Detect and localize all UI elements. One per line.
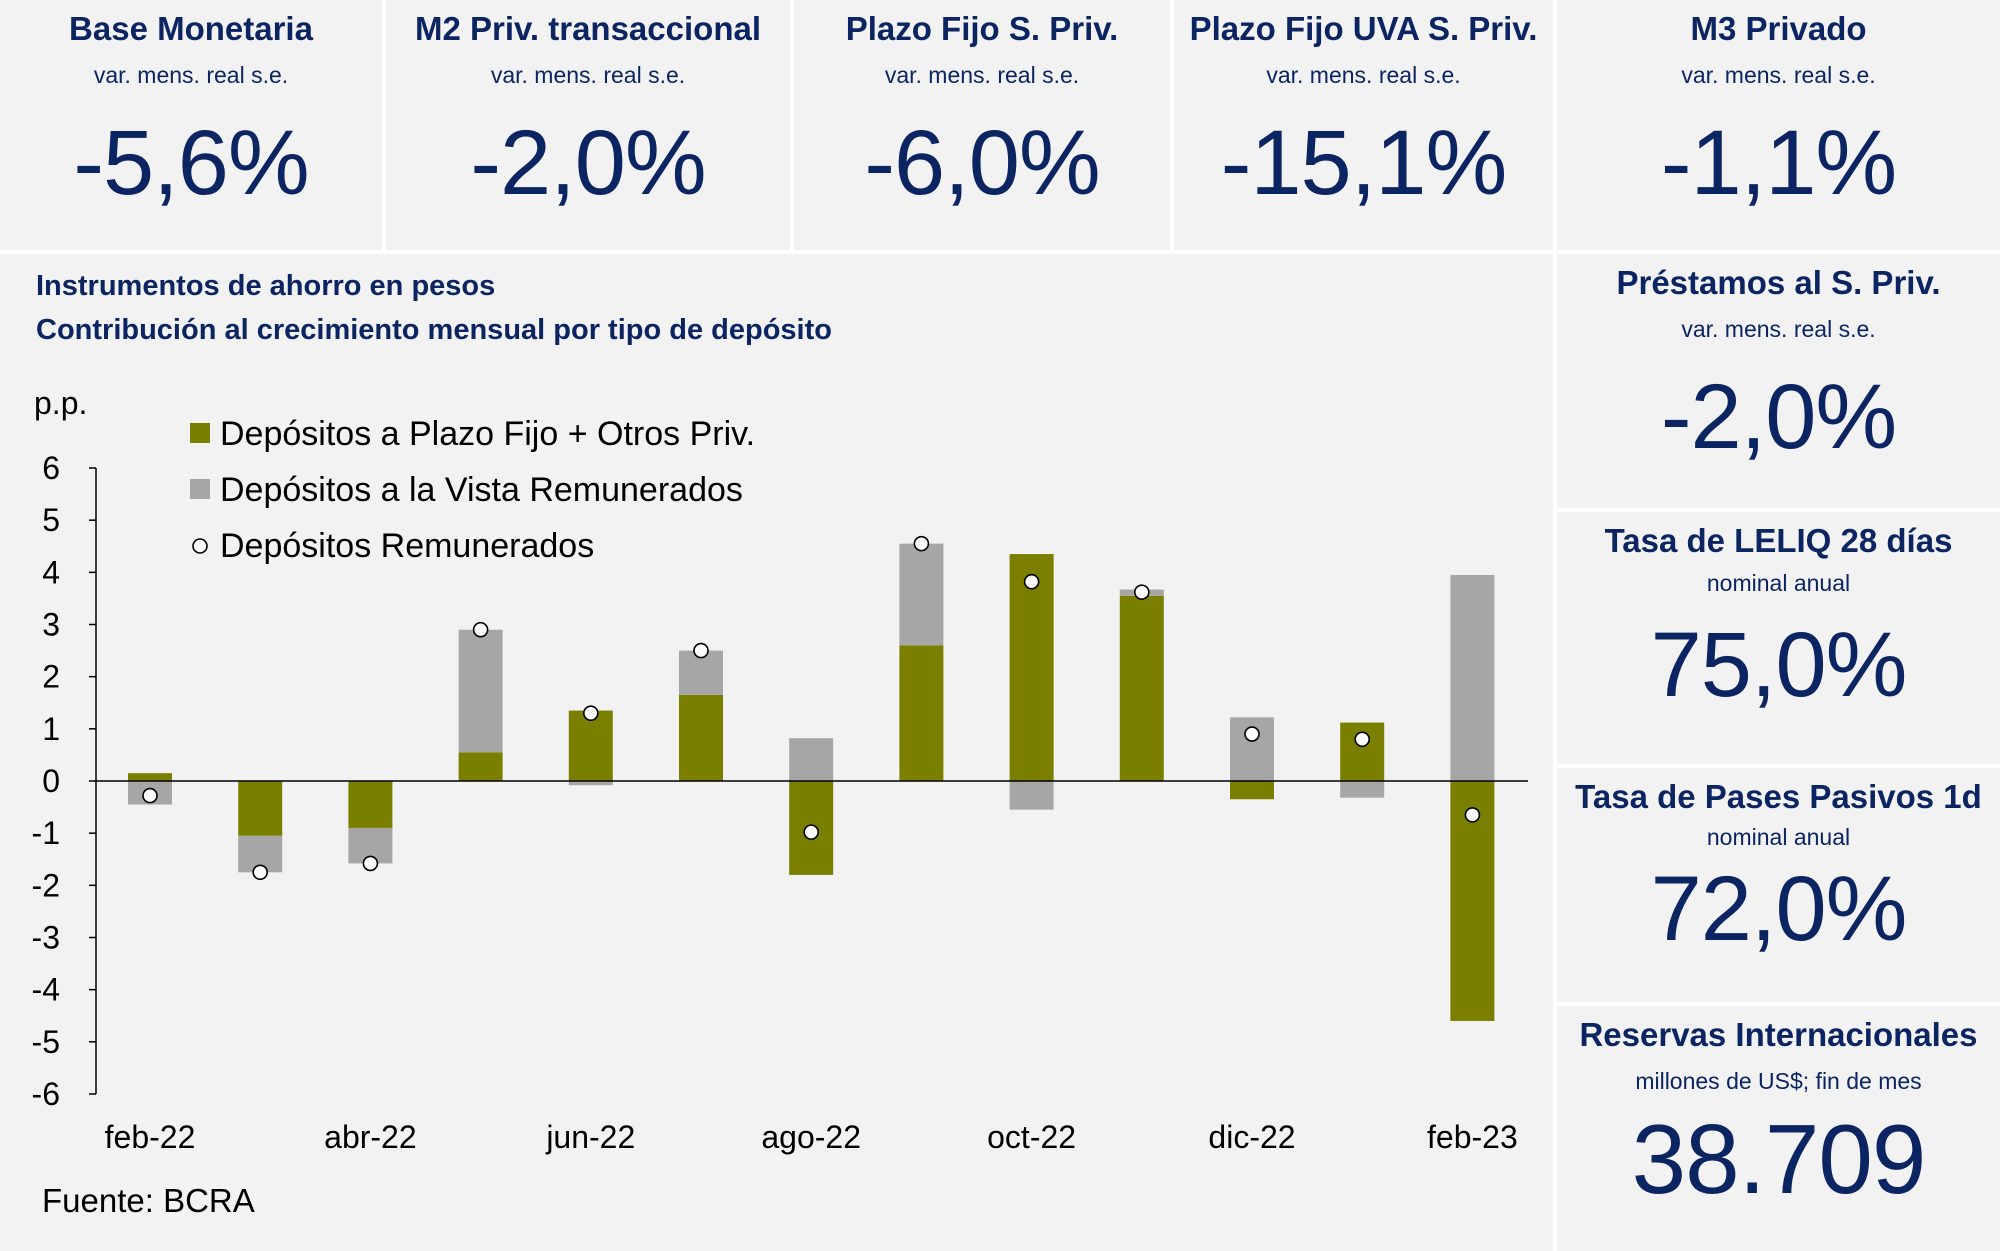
- stacked-bar-chart: p.p. 6 5 4 3 2 1 0 -1 -2 -3 -4 -5 -6 feb-22 abr-22 jun-2…: [32, 385, 1528, 1155]
- point-depositos-remunerados: [1354, 731, 1370, 748]
- y-tick-label: 6: [42, 450, 60, 486]
- kpi-base-monetaria: Base Monetaria var. mens. real s.e. -5,6…: [0, 0, 382, 250]
- y-tick-label: -2: [32, 867, 60, 903]
- legend-label: Depósitos a Plazo Fijo + Otros Priv.: [220, 415, 755, 453]
- bar-plazo-fijo: [679, 694, 723, 781]
- x-tick-label: feb-23: [1427, 1119, 1518, 1155]
- bar-plazo-fijo: [348, 781, 393, 828]
- kpi-title: Reservas Internacionales: [1579, 1016, 1978, 1053]
- kpi-title: Base Monetaria: [69, 10, 313, 47]
- kpi-value: -5,6%: [73, 112, 309, 214]
- y-tick-label: -6: [32, 1076, 60, 1112]
- y-tick-label: 5: [42, 502, 60, 538]
- kpi-subtitle: var. mens. real s.e.: [1266, 62, 1461, 88]
- kpi-subtitle: var. mens. real s.e.: [1681, 316, 1876, 342]
- kpi-plazo-fijo-uva: Plazo Fijo UVA S. Priv. var. mens. real …: [1174, 0, 1553, 250]
- bar-vista-remunerados: [1340, 781, 1385, 798]
- x-tick-label: oct-22: [987, 1119, 1076, 1155]
- point-depositos-remunerados: [142, 787, 158, 804]
- kpi-tasa-leliq: Tasa de LELIQ 28 días nominal anual 75,0…: [1557, 512, 2000, 764]
- x-tick-label: ago-22: [761, 1119, 861, 1155]
- legend-swatch: [190, 479, 210, 499]
- y-tick-label: -5: [32, 1024, 60, 1060]
- bar-plazo-fijo: [458, 752, 503, 781]
- kpi-tasa-pases: Tasa de Pases Pasivos 1d nominal anual 7…: [1557, 768, 2000, 1002]
- chart-title: Instrumentos de ahorro en pesos: [36, 270, 496, 302]
- kpi-plazo-fijo: Plazo Fijo S. Priv. var. mens. real s.e.…: [794, 0, 1170, 250]
- x-tick-label: jun-22: [545, 1119, 635, 1155]
- kpi-value: -6,0%: [864, 112, 1100, 214]
- kpi-subtitle: nominal anual: [1706, 824, 1851, 850]
- y-tick-label: -1: [32, 815, 60, 851]
- kpi-title: M2 Priv. transaccional: [414, 10, 762, 47]
- kpi-title: Tasa de LELIQ 28 días: [1604, 522, 1953, 559]
- y-tick-label: 1: [42, 711, 60, 747]
- bar-plazo-fijo: [128, 773, 172, 781]
- bar-vista-remunerados: [1450, 574, 1495, 781]
- kpi-title: Plazo Fijo UVA S. Priv.: [1189, 10, 1538, 47]
- point-depositos-remunerados: [913, 535, 930, 552]
- legend-label: Depósitos Remunerados: [220, 527, 594, 565]
- kpi-value: 75,0%: [1650, 614, 1908, 716]
- kpi-value: -2,0%: [1660, 366, 1897, 468]
- point-depositos-remunerados: [1464, 807, 1481, 823]
- kpi-subtitle: var. mens. real s.e.: [884, 62, 1080, 88]
- kpi-prestamos: Préstamos al S. Priv. var. mens. real s.…: [1557, 254, 2000, 508]
- kpi-value: -1,1%: [1660, 112, 1897, 214]
- x-tick-label: abr-22: [324, 1119, 417, 1155]
- kpi-m2-priv: M2 Priv. transaccional var. mens. real s…: [386, 0, 790, 250]
- y-tick-label: -3: [32, 920, 60, 956]
- legend-marker: [192, 538, 208, 554]
- bar-vista-remunerados: [1009, 781, 1054, 810]
- source-note: Fuente: BCRA: [42, 1182, 255, 1219]
- kpi-m3-privado: M3 Privado var. mens. real s.e. -1,1%: [1557, 0, 2000, 250]
- bar-plazo-fijo: [899, 645, 944, 781]
- kpi-title: M3 Privado: [1690, 10, 1867, 47]
- point-depositos-remunerados: [582, 705, 599, 721]
- x-tick-label: dic-22: [1208, 1119, 1295, 1155]
- chart-panel: Instrumentos de ahorro en pesos Contribu…: [0, 254, 1553, 1251]
- y-tick-label: 4: [42, 554, 60, 590]
- kpi-value: 72,0%: [1650, 858, 1908, 960]
- kpi-title: Tasa de Pases Pasivos 1d: [1575, 778, 1982, 815]
- bar-plazo-fijo: [568, 710, 613, 781]
- legend-swatch: [190, 423, 210, 443]
- point-depositos-remunerados: [362, 855, 379, 872]
- kpi-value: -2,0%: [470, 112, 706, 214]
- kpi-value: -15,1%: [1220, 112, 1508, 214]
- y-axis-label: p.p.: [34, 385, 87, 421]
- bar-vista-remunerados: [568, 781, 613, 786]
- kpi-subtitle: var. mens. real s.e.: [490, 62, 686, 88]
- y-tick-label: 0: [42, 763, 60, 799]
- point-depositos-remunerados: [1023, 573, 1040, 590]
- point-depositos-remunerados: [252, 864, 269, 881]
- kpi-subtitle: millones de US$; fin de mes: [1635, 1068, 1922, 1094]
- bar-vista-remunerados: [458, 629, 503, 753]
- kpi-subtitle: nominal anual: [1706, 570, 1851, 596]
- y-tick-label: 2: [42, 659, 60, 695]
- y-tick-label: 3: [42, 607, 60, 643]
- kpi-subtitle: var. mens. real s.e.: [1681, 62, 1876, 88]
- bar-vista-remunerados: [899, 543, 944, 646]
- kpi-title: Préstamos al S. Priv.: [1616, 264, 1941, 301]
- bar-plazo-fijo: [1340, 722, 1385, 781]
- bar-vista-remunerados: [789, 738, 834, 781]
- kpi-value: 38.709: [1631, 1104, 1927, 1214]
- bar-plazo-fijo: [1230, 781, 1274, 800]
- bar-plazo-fijo: [1009, 554, 1054, 781]
- legend-label: Depósitos a la Vista Remunerados: [220, 471, 743, 509]
- point-depositos-remunerados: [693, 642, 709, 659]
- x-tick-label: feb-22: [105, 1119, 196, 1155]
- bar-plazo-fijo: [238, 781, 283, 836]
- point-depositos-remunerados: [803, 824, 820, 840]
- kpi-subtitle: var. mens. real s.e.: [93, 62, 289, 88]
- point-depositos-remunerados: [1244, 726, 1260, 742]
- point-depositos-remunerados: [1134, 584, 1150, 600]
- point-depositos-remunerados: [472, 621, 489, 638]
- bar-plazo-fijo: [1119, 595, 1164, 781]
- chart-subtitle: Contribución al crecimiento mensual por …: [36, 314, 832, 346]
- kpi-title: Plazo Fijo S. Priv.: [845, 10, 1119, 47]
- kpi-reservas: Reservas Internacionales millones de US$…: [1557, 1006, 2000, 1251]
- y-tick-label: -4: [32, 972, 60, 1008]
